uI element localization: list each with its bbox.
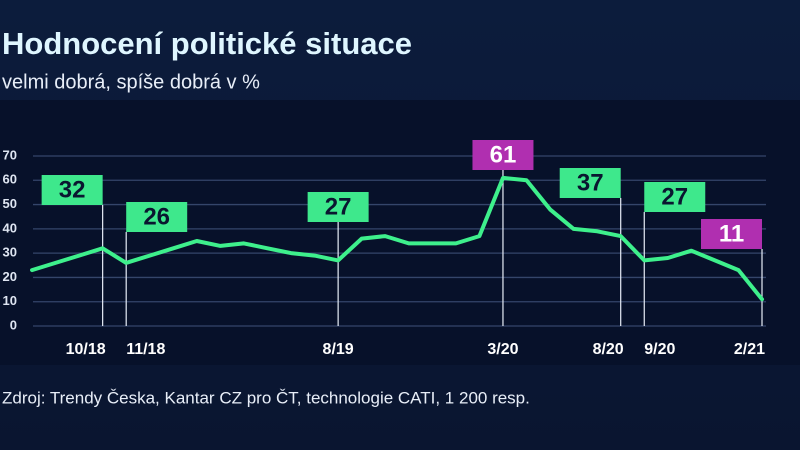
series <box>30 175 764 302</box>
y-tick-label: 70 <box>3 147 17 162</box>
y-tick-label: 60 <box>3 172 17 187</box>
value-label: 32 <box>59 176 86 203</box>
labels: 32 26 27 61 37 27 11 10/18 11/18 8/19 3/20 8/20 9/20… <box>41 140 765 358</box>
value-box <box>559 168 621 198</box>
value-box <box>126 202 188 232</box>
x-tick-label: 10/18 <box>66 341 106 358</box>
value-label: 11 <box>719 220 744 247</box>
y-tick-label: 40 <box>3 220 17 235</box>
source-note: Zdroj: Trendy Česka, Kantar CZ pro ČT, t… <box>2 388 530 407</box>
chart-subtitle: velmi dobrá, spíše dobrá v % <box>2 71 260 93</box>
value-box <box>701 219 762 249</box>
chart-title: Hodnocení politické situace <box>2 26 412 61</box>
value-label: 27 <box>661 183 688 210</box>
value-label: 26 <box>143 203 170 230</box>
x-tick-label: 11/18 <box>126 341 165 358</box>
y-tick-label: 20 <box>3 269 17 284</box>
x-tick-label: 8/19 <box>323 341 354 358</box>
value-label: 37 <box>577 169 604 196</box>
plot-panel <box>0 100 800 365</box>
value-box <box>472 140 534 170</box>
x-tick-label: 9/20 <box>644 341 675 358</box>
y-tick-label: 10 <box>3 293 17 308</box>
guides <box>102 170 763 326</box>
line <box>30 175 764 302</box>
x-tick-label: 3/20 <box>487 341 518 358</box>
y-tick-label: 50 <box>3 196 17 211</box>
value-box <box>41 175 103 205</box>
y-tick-label: 0 <box>10 317 17 332</box>
x-tick-label: 8/20 <box>593 341 624 358</box>
x-tick-label: 2/21 <box>734 341 765 358</box>
y-tick-label: 30 <box>3 245 17 260</box>
value-label: 27 <box>325 193 352 220</box>
value-box <box>307 192 369 222</box>
value-box <box>644 182 706 212</box>
value-label: 61 <box>490 141 517 168</box>
